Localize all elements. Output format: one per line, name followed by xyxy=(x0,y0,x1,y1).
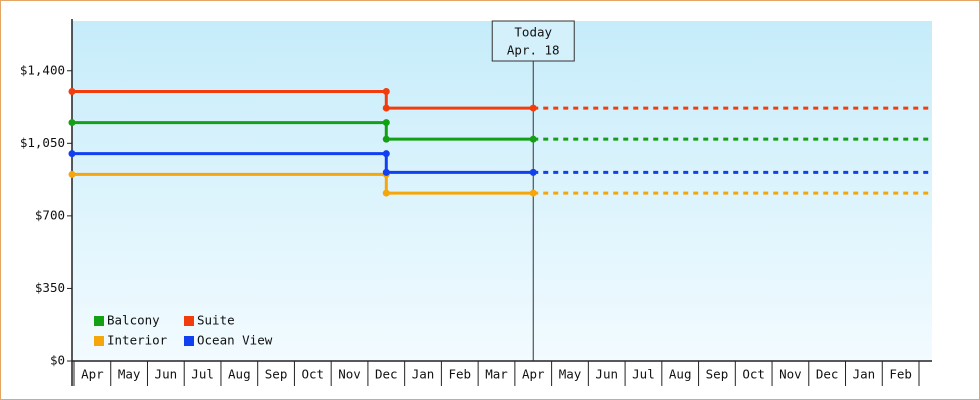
point xyxy=(68,150,76,158)
point xyxy=(382,135,390,143)
series-line xyxy=(72,89,534,110)
x-tick-label: Sep xyxy=(706,367,729,382)
x-tick-label: Apr xyxy=(522,367,545,382)
x-tick-label: Feb xyxy=(448,367,471,382)
x-tick-label: Aug xyxy=(669,367,692,382)
legend-label: Interior xyxy=(107,333,168,348)
point xyxy=(382,189,390,197)
x-tick-label: Nov xyxy=(338,367,361,382)
point xyxy=(382,87,390,95)
legend-swatch xyxy=(184,316,194,326)
legend-label: Ocean View xyxy=(197,333,273,348)
legend-swatch xyxy=(94,316,104,326)
point xyxy=(68,170,76,178)
x-tick-label: Apr xyxy=(81,367,104,382)
today-label: Today xyxy=(514,25,552,40)
x-tick-label: Jul xyxy=(191,367,214,382)
x-tick-label: Dec xyxy=(375,367,398,382)
x-tick-label: Nov xyxy=(779,367,802,382)
x-tick-label: May xyxy=(559,367,582,382)
x-tick-label: May xyxy=(118,367,141,382)
plot-area xyxy=(72,21,932,361)
point xyxy=(68,119,76,127)
y-tick-label: $700 xyxy=(35,207,65,222)
series-line xyxy=(72,121,534,141)
legend-swatch xyxy=(94,336,104,346)
today-date: Apr. 18 xyxy=(507,43,560,58)
x-tick-label: Oct xyxy=(302,367,325,382)
today-box xyxy=(491,20,575,62)
point xyxy=(382,119,390,127)
x-tick-label: Jul xyxy=(632,367,655,382)
point xyxy=(68,87,76,95)
y-tick-label: $0 xyxy=(50,353,65,368)
x-tick-label: Dec xyxy=(816,367,839,382)
x-tick-label: Jun xyxy=(595,367,618,382)
x-tick-label: Jun xyxy=(155,367,178,382)
y-tick-label: $350 xyxy=(35,280,65,295)
x-tick-label: Jan xyxy=(853,367,876,382)
x-tick-label: Mar xyxy=(485,367,508,382)
series-line xyxy=(72,172,534,195)
x-tick-label: Feb xyxy=(889,367,912,382)
legend-swatch xyxy=(184,336,194,346)
point xyxy=(382,168,390,176)
x-tick-label: Sep xyxy=(265,367,288,382)
x-tick-label: Oct xyxy=(742,367,765,382)
legend-label: Suite xyxy=(197,313,235,328)
x-tick-label: Jan xyxy=(412,367,435,382)
y-tick-label: $1,050 xyxy=(20,135,65,150)
point xyxy=(382,104,390,112)
x-tick-label: Aug xyxy=(228,367,251,382)
y-tick-label: $1,400 xyxy=(20,62,65,77)
series-line xyxy=(72,152,534,174)
legend-label: Balcony xyxy=(107,313,160,328)
point xyxy=(382,150,390,158)
